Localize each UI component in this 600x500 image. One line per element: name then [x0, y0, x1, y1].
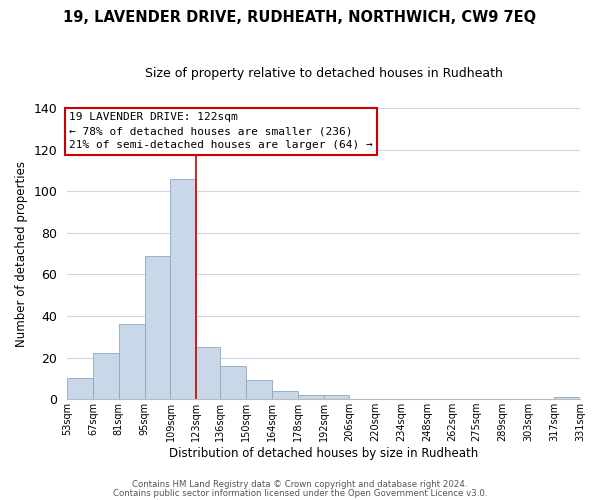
Bar: [220, 366, 246, 399]
Bar: [298, 395, 323, 399]
Bar: [67, 378, 93, 399]
Bar: [196, 347, 220, 399]
Y-axis label: Number of detached properties: Number of detached properties: [15, 160, 28, 346]
Bar: [554, 397, 580, 399]
Title: Size of property relative to detached houses in Rudheath: Size of property relative to detached ho…: [145, 68, 503, 80]
Text: 19, LAVENDER DRIVE, RUDHEATH, NORTHWICH, CW9 7EQ: 19, LAVENDER DRIVE, RUDHEATH, NORTHWICH,…: [64, 10, 536, 25]
Bar: [145, 256, 170, 399]
X-axis label: Distribution of detached houses by size in Rudheath: Distribution of detached houses by size …: [169, 447, 478, 460]
Bar: [272, 391, 298, 399]
Text: Contains HM Land Registry data © Crown copyright and database right 2024.: Contains HM Land Registry data © Crown c…: [132, 480, 468, 489]
Bar: [323, 395, 349, 399]
Bar: [170, 179, 196, 399]
Text: Contains public sector information licensed under the Open Government Licence v3: Contains public sector information licen…: [113, 490, 487, 498]
Bar: [119, 324, 145, 399]
Bar: [246, 380, 272, 399]
Bar: [93, 354, 119, 399]
Text: 19 LAVENDER DRIVE: 122sqm
← 78% of detached houses are smaller (236)
21% of semi: 19 LAVENDER DRIVE: 122sqm ← 78% of detac…: [69, 112, 373, 150]
